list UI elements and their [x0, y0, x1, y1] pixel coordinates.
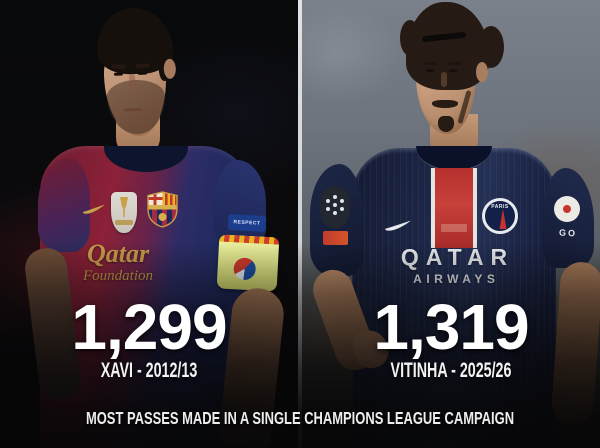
sponsor-line1: Qatar	[86, 239, 150, 268]
xavi-right-sleeve	[214, 160, 266, 246]
uefa-respect-badge-icon: RESPECT	[227, 214, 267, 232]
badge-dot	[563, 205, 571, 213]
nike-swoosh-icon	[385, 220, 411, 231]
panel-divider	[298, 0, 302, 448]
badge-band	[115, 220, 133, 225]
xavi-passes-value: 1,299	[71, 291, 227, 363]
vitinha-chin-beard	[438, 116, 454, 132]
xavi-head	[94, 6, 179, 144]
trophy-icon	[120, 197, 128, 217]
armband-stripes	[219, 234, 280, 245]
armband-logo-icon	[233, 257, 257, 281]
vitinha-passes-label: VITINHA - 2025/26	[390, 359, 512, 382]
final-embroidery	[441, 224, 467, 232]
vitinha-head	[398, 2, 504, 158]
panel-xavi: Qatar Foundation RESPECT 1,299 XAVI - 20…	[0, 0, 298, 448]
psg-center-stripe	[431, 168, 477, 248]
barca-crest-icon	[147, 191, 178, 228]
xavi-shirt-sponsor: Qatar Foundation	[56, 241, 180, 284]
fifa-club-world-cup-badge-icon	[111, 192, 137, 233]
xavi-right-eye	[137, 71, 147, 75]
vitinha-shirt-sponsor: QATAR AIRWAYS	[352, 244, 556, 286]
vitinha-mustache	[432, 100, 458, 108]
vitinha-left-eyebrow	[423, 61, 438, 66]
vitinha-hair-curl-left	[400, 20, 420, 56]
xavi-left-eyebrow	[111, 64, 126, 69]
xavi-nose	[128, 74, 136, 91]
nike-swoosh-icon	[82, 204, 105, 214]
vitinha-nose	[441, 72, 447, 87]
xavi-mouth	[124, 107, 143, 112]
sponsor-line1: QATAR	[400, 244, 515, 270]
uefa-foundation-badge-icon	[323, 231, 348, 245]
sleeve-sponsor-badge-icon	[554, 196, 580, 222]
psg-crest-icon: PARIS	[482, 198, 518, 234]
vitinha-left-eye	[426, 69, 434, 72]
vitinha-ear	[476, 62, 488, 82]
xavi-ear	[163, 58, 177, 80]
ucl-starball-badge-icon	[320, 186, 350, 228]
sponsor-line2: Foundation	[83, 268, 153, 284]
vitinha-right-eye	[449, 69, 457, 72]
sponsor-line2: AIRWAYS	[413, 272, 500, 286]
psg-crest-label: PARIS	[491, 204, 509, 210]
starball-stars	[333, 203, 337, 207]
sleeve-sponsor-text: GO	[558, 227, 578, 239]
xavi-passes-label: XAVI - 2012/13	[100, 359, 198, 382]
xavi-left-eye	[113, 72, 124, 76]
captain-armband	[216, 234, 280, 292]
vitinha-passes-value: 1,319	[373, 291, 529, 363]
eiffel-tower-icon	[499, 209, 507, 229]
caption-title: MOST PASSES MADE IN A SINGLE CHAMPIONS L…	[85, 408, 515, 428]
panel-vitinha: PARIS GO QATAR AIRWAYS	[302, 0, 600, 448]
